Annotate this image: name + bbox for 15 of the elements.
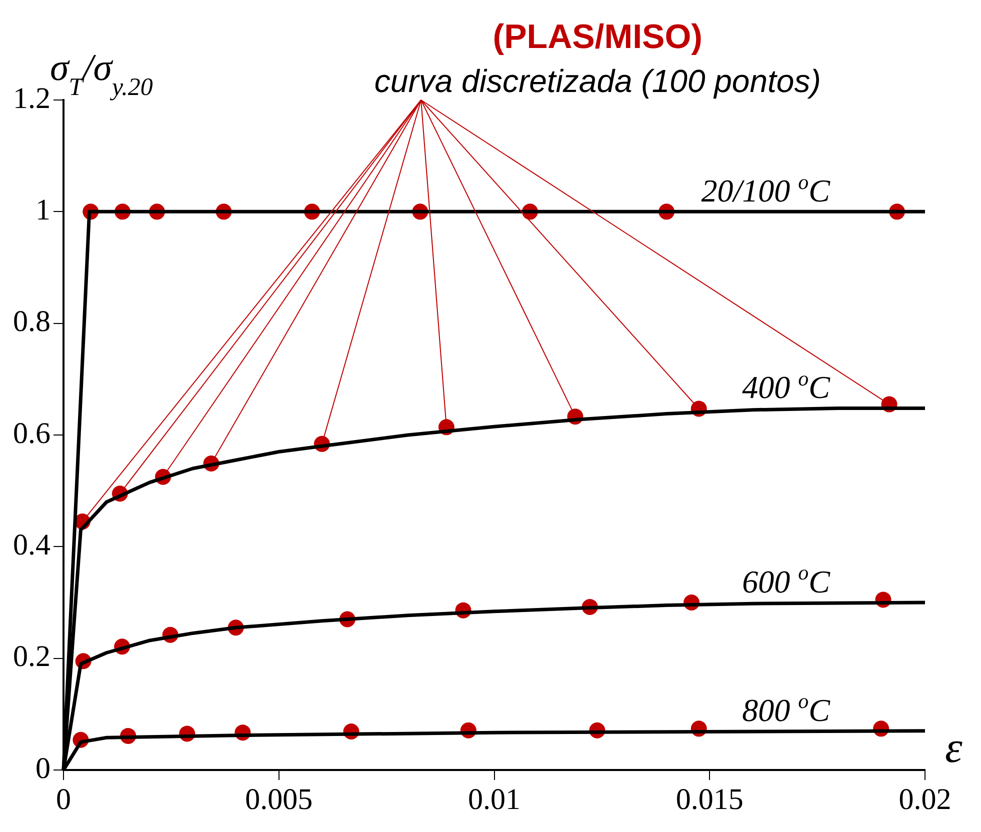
x-tick-label: 0.01 [468,782,520,816]
y-tick-label: 0.8 [13,305,50,338]
chart-subtitle: curva discretizada (100 pontos) [374,63,821,99]
y-tick-label: 0.2 [13,640,50,674]
x-tick-label: 0.02 [898,782,952,816]
x-tick-label: 0.005 [245,782,313,816]
y-tick-label: 1.2 [13,82,50,115]
x-tick-label: 0 [56,782,71,816]
y-tick-label: 0 [36,752,50,785]
chart-title: (PLAS/MISO) [492,18,702,56]
y-tick-label: 0.6 [13,416,50,450]
x-tick-label: 0.015 [676,782,744,816]
x-axis-title: ε [945,723,963,772]
y-tick-label: 0.4 [13,528,50,562]
y-tick-label: 1 [36,194,50,227]
